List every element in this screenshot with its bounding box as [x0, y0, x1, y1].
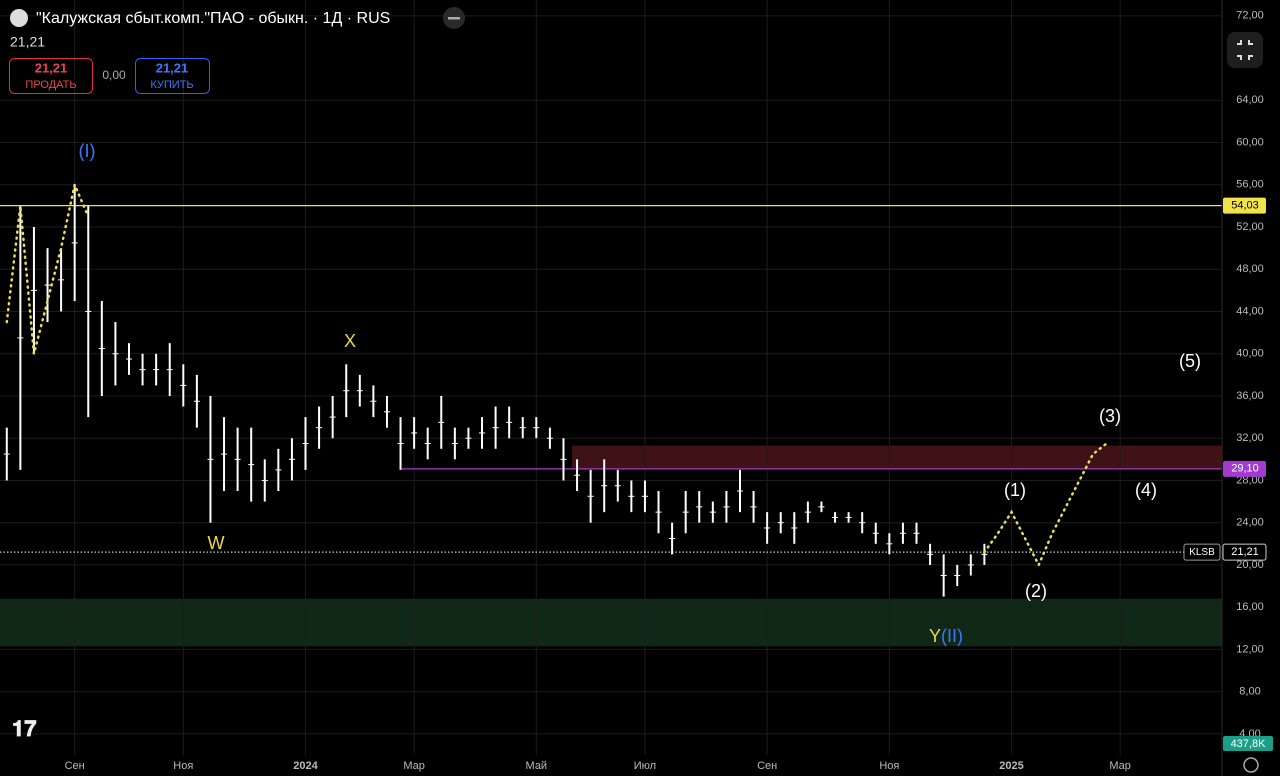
y-tick-label: 52,00 — [1236, 221, 1264, 233]
x-tick-label: Ноя — [879, 760, 899, 772]
spread: 0,00 — [102, 68, 126, 82]
y-tick-label: 48,00 — [1236, 263, 1264, 275]
zone — [0, 598, 1222, 647]
collapse-icon — [448, 17, 460, 20]
y-tick-label: 32,00 — [1236, 432, 1264, 444]
x-tick-label: Мар — [403, 760, 425, 772]
y-tick-label: 64,00 — [1236, 94, 1264, 106]
wave-projection — [983, 442, 1108, 568]
buy-price: 21,21 — [156, 60, 189, 75]
zone — [572, 445, 1222, 469]
wave-label: (3) — [1099, 406, 1121, 426]
last-price: 21,21 — [10, 34, 45, 50]
y-tick-label: 60,00 — [1236, 136, 1264, 148]
x-tick-label: 2024 — [293, 760, 318, 772]
symbol-title: "Калужская сбыт.комп."ПАО - обыкн. · 1Д … — [36, 10, 390, 27]
level-tag-box — [1223, 460, 1266, 477]
grid — [0, 0, 1222, 755]
y-tick-label: 40,00 — [1236, 348, 1264, 360]
x-tick-label: Май — [526, 760, 548, 772]
y-tick-label: 16,00 — [1236, 601, 1264, 613]
level-tag-label: 54,03 — [1231, 199, 1259, 211]
symbol-logo — [10, 9, 28, 27]
x-tick-label: Ноя — [173, 760, 193, 772]
x-tick-label: Сен — [65, 760, 85, 772]
wave-label: W — [208, 533, 225, 553]
wave-label: Y — [929, 626, 941, 646]
wave-label: (II) — [941, 626, 963, 646]
level-tag-label: 21,21 — [1231, 546, 1259, 558]
tv-logo: 𝟏𝟕 — [12, 716, 37, 741]
y-tick-label: 20,00 — [1236, 559, 1264, 571]
y-tick-label: 44,00 — [1236, 305, 1264, 317]
zones — [0, 445, 1222, 647]
buy-label: КУПИТЬ — [150, 79, 193, 91]
y-tick-label: 56,00 — [1236, 179, 1264, 191]
volume-tag-box — [1223, 736, 1273, 751]
wave-label: (5) — [1179, 351, 1201, 371]
y-tick-label: 24,00 — [1236, 517, 1264, 529]
fullscreen-icon — [1237, 40, 1253, 60]
fullscreen-button[interactable] — [1227, 32, 1263, 68]
y-tick-label: 36,00 — [1236, 390, 1264, 402]
sell-price: 21,21 — [35, 60, 68, 75]
x-tick-label: Июл — [634, 760, 656, 772]
wave-label: (1) — [1004, 480, 1026, 500]
axis: 4,008,0012,0016,0020,0024,0028,0032,0036… — [65, 10, 1273, 772]
x-tick-label: 2025 — [999, 760, 1023, 772]
level-tag-label: 29,10 — [1231, 463, 1259, 475]
buy-button[interactable] — [135, 58, 210, 94]
symbol-tag-label: KLSB — [1189, 547, 1215, 558]
sell-label: ПРОДАТЬ — [25, 79, 76, 91]
wave-label: (I) — [79, 141, 96, 161]
sell-button[interactable] — [9, 58, 93, 94]
wave-projection — [5, 180, 90, 355]
y-tick-label: 72,00 — [1236, 10, 1264, 22]
y-tick-label: 12,00 — [1236, 643, 1264, 655]
y-tick-label: 8,00 — [1239, 686, 1260, 698]
volume-tag-label: 437,8K — [1231, 738, 1267, 750]
wave-label: (2) — [1025, 581, 1047, 601]
level-tag-box — [1222, 543, 1267, 561]
symbol-tag-box — [1183, 543, 1221, 561]
level-tag-box — [1223, 197, 1266, 214]
x-tick-label: Мар — [1109, 760, 1131, 772]
wave-label: (4) — [1135, 480, 1157, 500]
settings-button[interactable] — [1243, 757, 1259, 773]
x-tick-label: Сен — [757, 760, 777, 772]
y-tick-label: 28,00 — [1236, 474, 1264, 486]
data — [0, 180, 1222, 597]
wave-label: X — [344, 331, 356, 351]
